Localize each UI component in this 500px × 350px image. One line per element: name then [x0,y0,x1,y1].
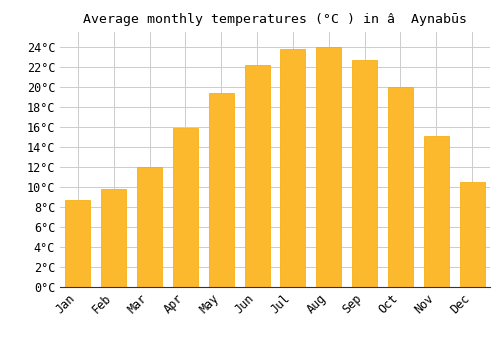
Bar [316,47,342,287]
Bar [352,60,377,287]
Bar [388,86,413,287]
Bar [173,128,198,287]
Bar [208,93,234,287]
Bar [280,49,305,287]
Title: Average monthly temperatures (°C ) in â  Aynabūs: Average monthly temperatures (°C ) in â … [83,13,467,26]
Bar [137,167,162,287]
Bar [66,200,90,287]
Bar [101,189,126,287]
Bar [460,182,484,287]
Bar [424,136,449,287]
Bar [244,64,270,287]
